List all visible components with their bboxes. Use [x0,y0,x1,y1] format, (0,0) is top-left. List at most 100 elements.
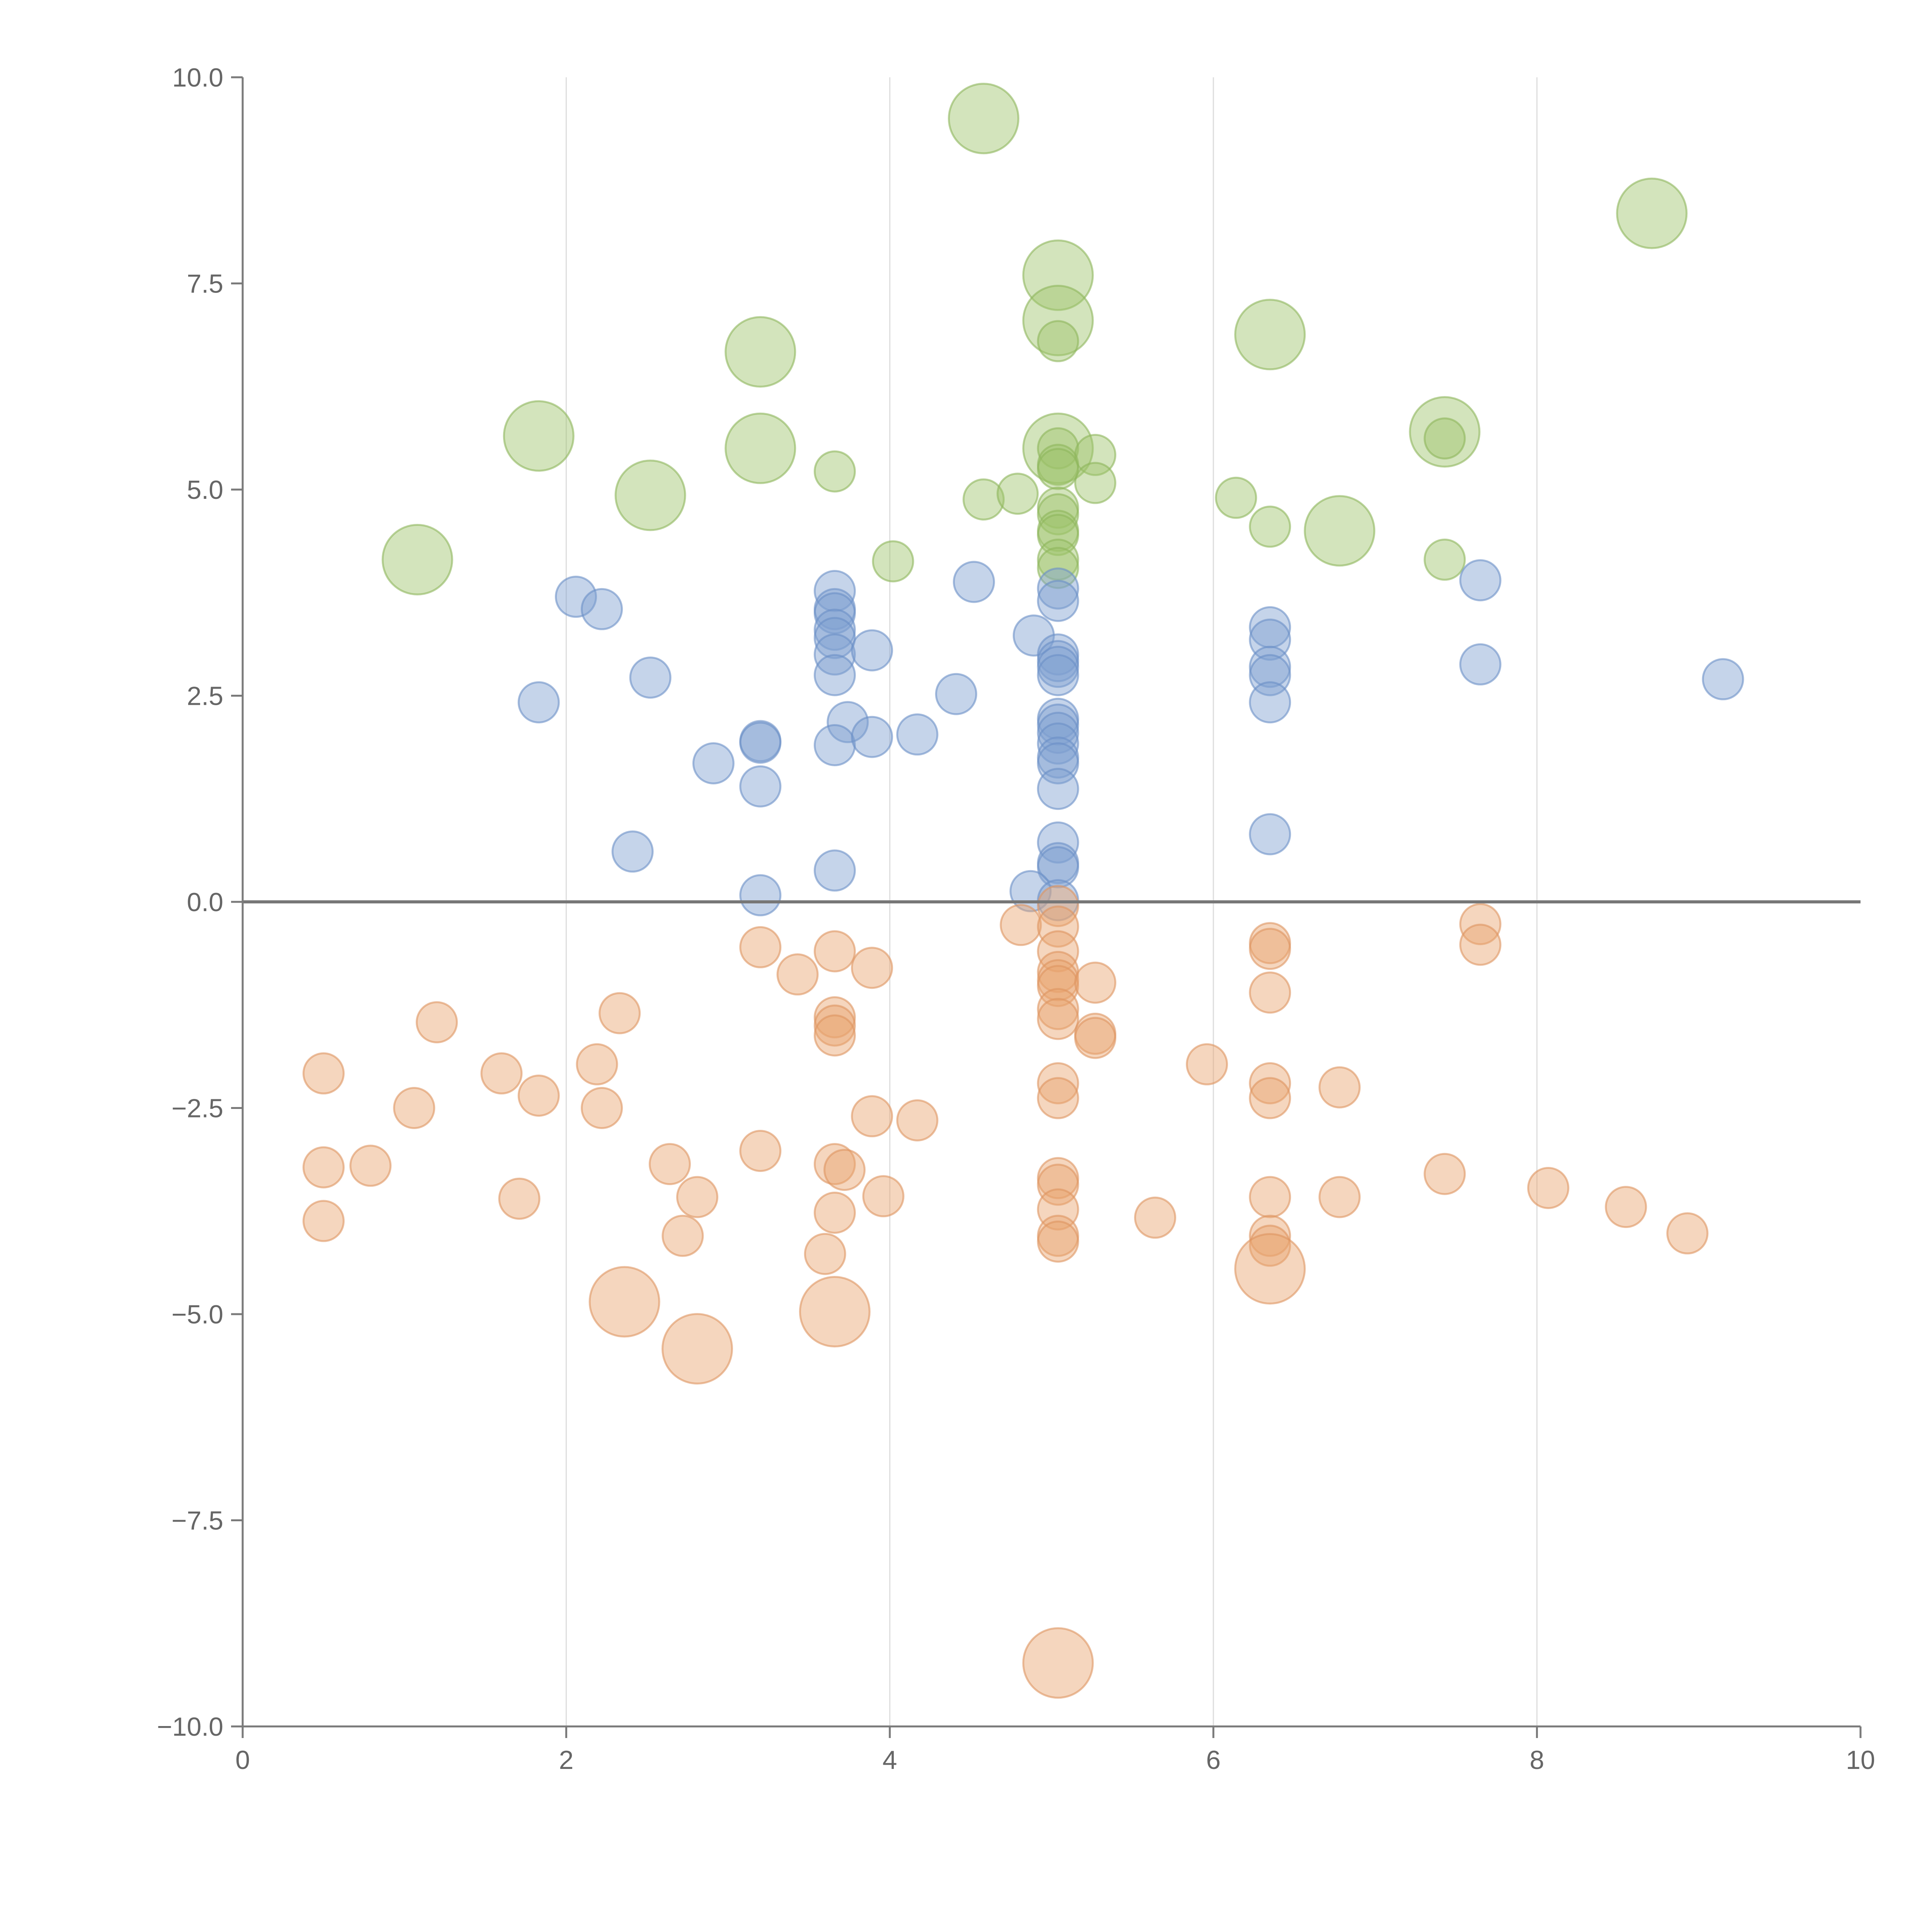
green-bubble [1616,177,1688,249]
orange-bubble [851,947,893,989]
green-bubble [1215,476,1257,519]
orange-bubble [1249,1214,1291,1257]
orange-bubble [799,1276,871,1348]
orange-bubble [648,1143,691,1185]
orange-bubble [1037,965,1079,1007]
x-tick-label: 2 [559,1745,573,1775]
y-tick-label: 2.5 [187,682,223,711]
orange-bubble [1037,1077,1079,1119]
green-bubble [1037,448,1079,490]
blue-bubble [1037,712,1079,754]
y-tick-label: 0.0 [187,888,223,917]
orange-bubble [862,1175,905,1218]
green-bubble [948,83,1020,155]
green-bubble [813,450,856,493]
orange-bubble [349,1145,392,1187]
blue-bubble [813,654,856,696]
blue-bubble [1702,658,1744,701]
orange-bubble [813,1192,856,1234]
orange-bubble [1318,1066,1361,1109]
x-tick-label: 4 [883,1745,897,1775]
green-bubble [1304,495,1376,567]
y-tick-label: −5.0 [172,1300,223,1329]
orange-bubble [776,953,819,996]
orange-bubble [1074,1017,1116,1059]
bubbles [302,83,1744,1699]
green-bubble [997,473,1039,515]
tick-labels: 10.0 7.5 5.0 2.5 0.0 −2.5 −5.0 −7.5 −10.0 0 2 4 6 8 10 [157,63,1875,1775]
orange-bubble [1134,1196,1176,1239]
orange-bubble [517,1075,560,1117]
blue-bubble [581,588,623,630]
orange-bubble [739,926,782,968]
orange-bubble [1000,904,1042,946]
orange-bubble [813,1014,856,1057]
blue-bubble [813,592,856,634]
blue-bubble [692,742,735,784]
blue-bubble [739,765,782,808]
blue-bubble [953,561,995,603]
orange-bubble [1249,1176,1291,1218]
orange-bubble [662,1214,704,1257]
orange-bubble [676,1176,718,1218]
blue-bubble [851,716,893,758]
orange-bubble [823,1149,866,1191]
blue-bubble [813,849,856,892]
orange-bubble [588,1266,660,1338]
blue-bubble [739,721,782,764]
orange-bubble [1037,998,1079,1040]
orange-bubble [393,1087,435,1129]
orange-bubble [1666,1212,1709,1255]
orange-bubble [813,930,856,973]
x-tick-label: 0 [235,1745,250,1775]
green-bubble [614,459,686,531]
y-tick-label: 5.0 [187,475,223,505]
y-tick-label: −10.0 [157,1712,223,1742]
orange-bubble [1037,988,1079,1030]
orange-bubble [1318,1176,1361,1218]
blue-bubble [896,713,939,756]
axes [231,76,1862,1738]
green-bubble [724,316,796,388]
blue-bubble [1459,559,1502,602]
blue-bubble [1037,580,1079,622]
y-tick-label: 7.5 [187,269,223,299]
green-bubble [872,540,914,583]
blue-bubble [1249,681,1291,724]
green-bubble [1249,505,1291,548]
x-tick-label: 10 [1846,1745,1875,1775]
orange-bubble [896,1099,939,1141]
orange-bubble [1249,1077,1291,1119]
blue-bubble [1249,813,1291,855]
green-bubble [503,400,575,472]
orange-bubble [302,1146,345,1189]
blue-bubble [739,874,782,917]
blue-bubble [517,681,560,724]
orange-bubble [302,1052,345,1095]
blue-bubble [851,629,893,672]
orange-bubble [1022,1627,1094,1699]
orange-bubble [599,992,641,1034]
x-tick-label: 6 [1206,1745,1221,1775]
green-bubble [381,524,453,595]
green-bubble [1037,514,1079,556]
blue-bubble [1459,643,1502,685]
green-bubble [1234,299,1306,371]
blue-bubble [1037,768,1079,810]
y-tick-label: 10.0 [172,63,223,92]
orange-bubble [1249,971,1291,1014]
blue-bubble [813,617,856,659]
blue-bubble [813,570,856,612]
blue-bubble [1037,742,1079,784]
blue-bubble [813,724,856,766]
y-tick-label: −7.5 [172,1506,223,1536]
orange-bubble [1037,1163,1079,1206]
orange-bubble [1249,1062,1291,1104]
orange-bubble [302,1200,345,1242]
orange-bubble [1527,1167,1570,1209]
orange-bubble [1037,905,1079,948]
orange-bubble [1423,1153,1466,1195]
green-bubble [1423,417,1466,460]
blue-bubble [611,830,654,873]
